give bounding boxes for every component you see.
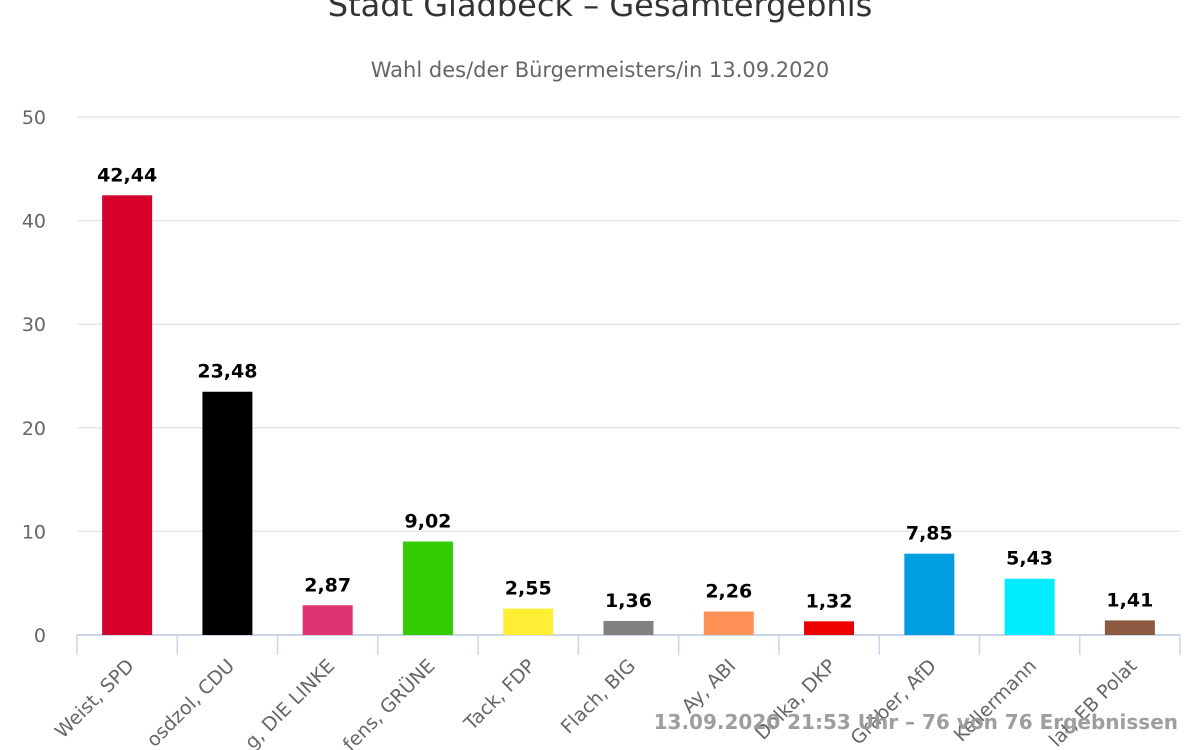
- data-label: 1,32: [806, 590, 853, 612]
- x-tick-label: Ay, ABI: [678, 655, 741, 718]
- bar: [904, 553, 955, 635]
- data-label: 23,48: [197, 361, 257, 383]
- data-label: 1,41: [1106, 589, 1153, 611]
- x-tick-label: Weist, SPD: [51, 655, 139, 743]
- x-tick-label: g, DIE LINKE: [241, 655, 339, 750]
- bar: [1104, 620, 1155, 635]
- y-tick-label: 40: [22, 211, 46, 233]
- chart-subtitle: Wahl des/der Bürgermeisters/in 13.09.202…: [370, 58, 830, 82]
- y-tick-label: 20: [22, 418, 46, 440]
- bar: [102, 195, 153, 635]
- data-label: 2,26: [705, 581, 752, 603]
- x-tick-label: Gräber, AfD: [846, 655, 940, 749]
- data-label: 2,55: [505, 578, 552, 600]
- bar: [202, 391, 253, 635]
- data-label: 2,87: [304, 574, 351, 596]
- y-tick-label: 0: [34, 625, 46, 647]
- x-tick-label: Tack, FDP: [459, 655, 539, 735]
- chart-title: Stadt Gladbeck – Gesamtergebnis: [327, 0, 873, 24]
- y-tick-label: 50: [22, 107, 46, 129]
- x-tick-label: osdzol, CDU: [143, 655, 239, 750]
- bar: [503, 608, 554, 635]
- credits-text: 13.09.2020 21:53 Uhr – 76 von 76 Ergebni…: [653, 710, 1178, 734]
- data-label: 1,36: [605, 590, 652, 612]
- data-label: 42,44: [97, 164, 157, 186]
- bar: [402, 541, 453, 635]
- bar: [703, 611, 754, 635]
- bar: [1004, 578, 1055, 635]
- y-tick-label: 10: [22, 521, 46, 543]
- x-tick-label: Flach, BIG: [557, 655, 640, 738]
- bar: [302, 605, 353, 635]
- y-tick-label: 30: [22, 314, 46, 336]
- x-tick-label: lat, EB Polat: [1045, 655, 1141, 750]
- bar: [603, 620, 654, 635]
- x-tick-label: fens, GRÜNE: [338, 654, 439, 750]
- data-label: 9,02: [405, 511, 452, 533]
- data-label: 7,85: [906, 523, 953, 545]
- bar: [804, 621, 855, 635]
- data-label: 5,43: [1006, 548, 1053, 570]
